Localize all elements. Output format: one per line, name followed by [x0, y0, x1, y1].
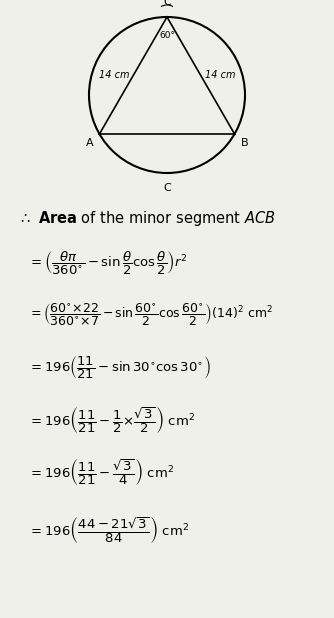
Text: 14 cm: 14 cm	[205, 70, 235, 80]
Text: $\therefore$: $\therefore$	[18, 211, 31, 226]
Text: $= \left(\dfrac{\theta\pi}{360^{\circ}} - \sin\dfrac{\theta}{2}\cos\dfrac{\theta: $= \left(\dfrac{\theta\pi}{360^{\circ}} …	[28, 250, 187, 277]
Text: A: A	[86, 138, 94, 148]
Text: B: B	[240, 138, 248, 148]
Text: $= 196\left(\dfrac{11}{21} - \sin 30^{\circ}\cos 30^{\circ}\right)$: $= 196\left(\dfrac{11}{21} - \sin 30^{\c…	[28, 355, 211, 381]
Text: $= 196\left(\dfrac{44 - 21\sqrt{3}}{84}\right)\ \mathrm{cm}^2$: $= 196\left(\dfrac{44 - 21\sqrt{3}}{84}\…	[28, 515, 189, 545]
Text: 14 cm: 14 cm	[99, 70, 129, 80]
Text: $= 196\left(\dfrac{11}{21} - \dfrac{\sqrt{3}}{4}\right)\ \mathrm{cm}^2$: $= 196\left(\dfrac{11}{21} - \dfrac{\sqr…	[28, 457, 174, 487]
Text: $\mathbf{Area}$ of the minor segment $ACB$: $\mathbf{Area}$ of the minor segment $AC…	[38, 208, 276, 227]
Text: 60°: 60°	[159, 31, 175, 40]
Text: C: C	[163, 0, 171, 7]
Text: C: C	[163, 183, 171, 193]
Text: $= \left(\dfrac{60^{\circ}{\times}22}{360^{\circ}{\times}7} - \sin\dfrac{60^{\ci: $= \left(\dfrac{60^{\circ}{\times}22}{36…	[28, 302, 273, 328]
Text: $= 196\left(\dfrac{11}{21} - \dfrac{1}{2}{\times}\dfrac{\sqrt{3}}{2}\right)\ \ma: $= 196\left(\dfrac{11}{21} - \dfrac{1}{2…	[28, 405, 195, 435]
